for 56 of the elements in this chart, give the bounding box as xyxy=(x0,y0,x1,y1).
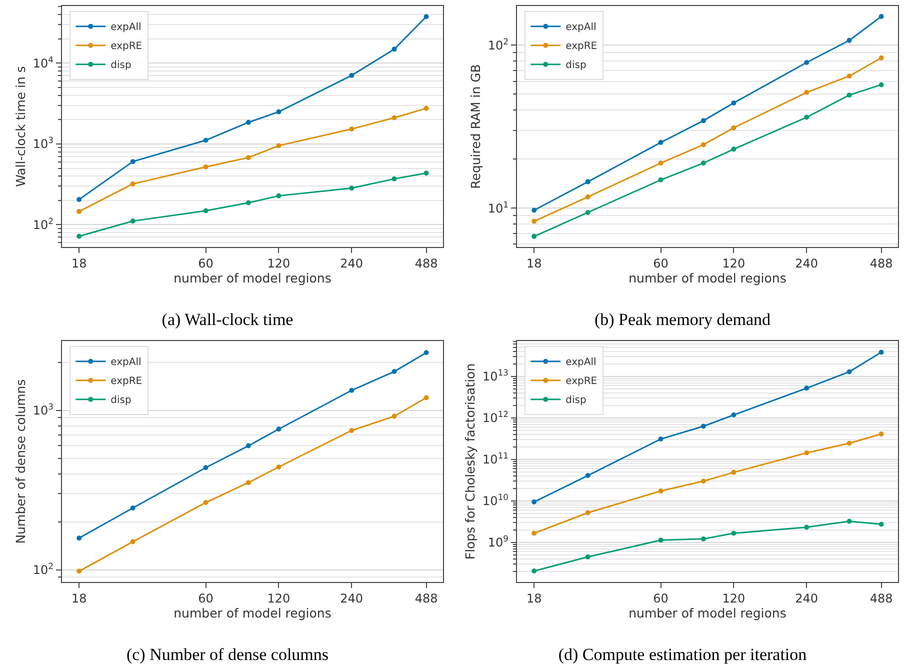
legend-label: expRE xyxy=(110,41,142,52)
y-tick-label: 10$^{12}$ xyxy=(482,409,508,426)
x-tick-label: 488 xyxy=(870,256,893,270)
text: (b) Peak memory demand xyxy=(594,310,772,329)
legend-label: disp xyxy=(566,60,586,72)
x-tick-label: 240 xyxy=(340,592,364,606)
x-tick-label: 120 xyxy=(722,256,746,270)
y-tick-label: 10$^{2}$ xyxy=(32,560,54,577)
legend-label: expAll xyxy=(110,357,142,368)
legend-label: disp xyxy=(110,395,132,406)
x-tick-label: 240 xyxy=(340,256,364,270)
y-tick-label: 10$^{4}$ xyxy=(32,54,54,70)
x-tick-label: 240 xyxy=(795,592,818,606)
text: (d) Compute estimation per iteration xyxy=(558,644,808,664)
y-axis-title: Flops for Cholesky factorisation xyxy=(462,363,478,560)
y-tick-label: 10$^{11}$ xyxy=(482,450,508,467)
legend-label: expAll xyxy=(566,357,596,368)
legend-label: expRE xyxy=(566,41,598,52)
y-tick-label: 10$^{1}$ xyxy=(488,199,508,216)
x-axis-title: number of model regions xyxy=(628,606,786,620)
x-tick-label: 488 xyxy=(414,256,438,270)
x-tick-label: 60 xyxy=(198,256,214,270)
legend-label: disp xyxy=(566,395,586,406)
y-tick-label: 10$^{2}$ xyxy=(488,36,508,52)
x-axis-title: number of model regions xyxy=(628,270,786,286)
x-tick-label: 18 xyxy=(526,256,542,270)
y-tick-label: 10$^{2}$ xyxy=(32,216,54,232)
text: (a) Wall-clock time xyxy=(162,310,294,329)
x-tick-label: 18 xyxy=(526,592,542,606)
x-tick-label: 60 xyxy=(653,592,668,606)
y-axis-title: Wall-clock time in s xyxy=(13,66,28,187)
legend-label: expAll xyxy=(110,22,142,34)
x-tick-label: 488 xyxy=(870,592,893,606)
x-tick-label: 120 xyxy=(722,592,746,606)
x-tick-label: 240 xyxy=(795,256,818,270)
legend-label: expAll xyxy=(566,22,596,34)
x-tick-label: 60 xyxy=(653,256,668,270)
x-tick-label: 488 xyxy=(414,592,438,606)
y-tick-label: 10$^{9}$ xyxy=(488,534,508,550)
y-tick-label: 10$^{13}$ xyxy=(482,368,508,384)
x-tick-label: 18 xyxy=(71,592,87,606)
y-tick-label: 10$^{3}$ xyxy=(32,401,54,418)
x-tick-label: 120 xyxy=(267,592,290,606)
y-tick-label: 10$^{10}$ xyxy=(482,492,508,508)
x-axis-title: number of model regions xyxy=(174,270,332,286)
x-tick-label: 120 xyxy=(267,256,290,270)
x-axis-title: number of model regions xyxy=(174,606,332,620)
legend-label: disp xyxy=(110,60,132,72)
y-axis-title: Number of dense columns xyxy=(13,379,28,544)
legend-label: expRE xyxy=(110,376,142,388)
y-tick-label: 10$^{3}$ xyxy=(32,135,54,152)
x-tick-label: 60 xyxy=(198,592,214,606)
text: (c) Number of dense columns xyxy=(126,644,329,664)
y-axis-title: Required RAM in GB xyxy=(468,64,483,189)
x-tick-label: 18 xyxy=(71,256,87,270)
legend-label: expRE xyxy=(566,376,598,388)
